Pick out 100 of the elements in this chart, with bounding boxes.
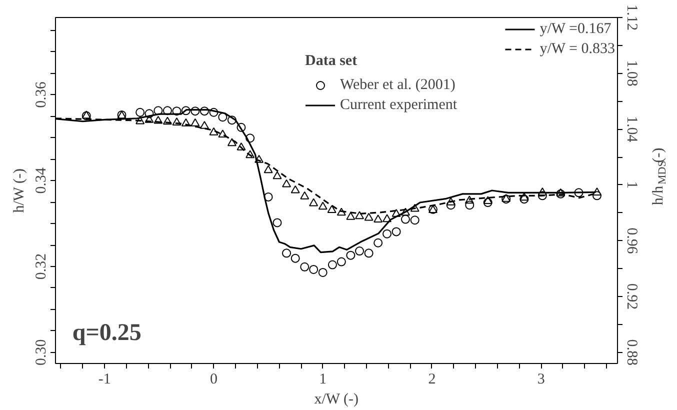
annotation: y/W = 0.833 [540, 40, 615, 58]
point [309, 264, 318, 274]
point [181, 106, 190, 116]
point [282, 179, 292, 188]
point [465, 200, 474, 210]
y-axis-title: h/W (-) [12, 168, 28, 213]
point [574, 188, 584, 198]
point [502, 194, 511, 202]
point [246, 134, 255, 143]
point [172, 106, 182, 116]
point [520, 194, 529, 204]
y-tick-label: 0.30 [34, 339, 50, 366]
point [328, 260, 337, 270]
point [364, 212, 374, 221]
point [227, 116, 236, 125]
point [144, 114, 154, 123]
point [355, 246, 364, 256]
point [154, 106, 163, 116]
y-tick-label: 0.36 [34, 81, 50, 108]
point [181, 118, 190, 126]
x-tick-label: 1 [319, 372, 327, 388]
point [400, 214, 410, 224]
point [355, 211, 364, 220]
point [209, 127, 218, 136]
point [382, 229, 392, 238]
point [218, 112, 228, 122]
point [327, 205, 336, 214]
point [272, 171, 282, 180]
x-tick-label: -1 [98, 372, 111, 388]
point [300, 262, 310, 272]
point [290, 185, 300, 194]
point [136, 116, 145, 124]
annotation: q=0.25 [72, 320, 142, 346]
point [209, 108, 218, 117]
point [309, 198, 318, 206]
y2-tick-label: 1.12 [624, 4, 640, 31]
point [236, 122, 246, 132]
point [592, 191, 602, 200]
point [410, 204, 420, 212]
point [254, 154, 264, 163]
point [538, 191, 547, 200]
point [218, 130, 228, 138]
x-tick-label: 0 [210, 372, 218, 388]
point [162, 116, 172, 125]
point [346, 250, 356, 260]
point [464, 196, 474, 204]
x-tick-label: 2 [428, 372, 436, 388]
point [382, 214, 392, 222]
point [264, 192, 273, 202]
point [190, 118, 200, 126]
point [144, 109, 154, 118]
point [446, 200, 456, 210]
x-tick-label: 3 [537, 372, 545, 388]
point [290, 254, 300, 263]
y-tick-label: 0.32 [34, 253, 50, 280]
point [346, 212, 356, 220]
point [483, 196, 492, 204]
y2-tick-label: 0.96 [624, 228, 640, 254]
point [592, 188, 602, 196]
point [318, 268, 328, 277]
point [190, 106, 200, 116]
point [538, 188, 547, 196]
point [400, 208, 410, 216]
point [246, 150, 255, 158]
point [282, 248, 292, 258]
y2-tick-label: 1 [624, 181, 640, 189]
y2-tick-label: 1.08 [624, 60, 640, 86]
legend-title: Data set [305, 53, 358, 70]
y2-axis-title: h/hMDS(-) [650, 148, 668, 206]
point [236, 142, 246, 150]
point [318, 202, 328, 210]
point [300, 191, 310, 200]
y2-tick-label: 0.92 [624, 283, 640, 310]
point [374, 238, 383, 248]
point [154, 116, 163, 124]
point [502, 194, 511, 204]
point [200, 120, 209, 129]
point [392, 227, 401, 236]
y2-tick-label: 0.88 [624, 339, 640, 366]
point [336, 208, 346, 216]
point [446, 197, 456, 206]
point [364, 248, 374, 258]
point [336, 257, 346, 266]
legend-label: Weber et al. (2001) [340, 76, 456, 94]
point [172, 118, 182, 126]
point [136, 108, 145, 117]
point [556, 189, 566, 198]
legend-label: Current experiment [340, 96, 458, 114]
point [227, 138, 236, 146]
x-axis-title: x/W (-) [314, 392, 359, 408]
point [162, 106, 172, 116]
point [392, 208, 401, 217]
y-tick-label: 0.34 [34, 167, 50, 194]
point [264, 165, 273, 174]
point [272, 218, 282, 228]
point [556, 188, 566, 196]
point [410, 216, 420, 225]
point [200, 106, 209, 116]
annotation: y/W =0.167 [540, 20, 612, 38]
y2-tick-label: 1.04 [624, 116, 640, 143]
